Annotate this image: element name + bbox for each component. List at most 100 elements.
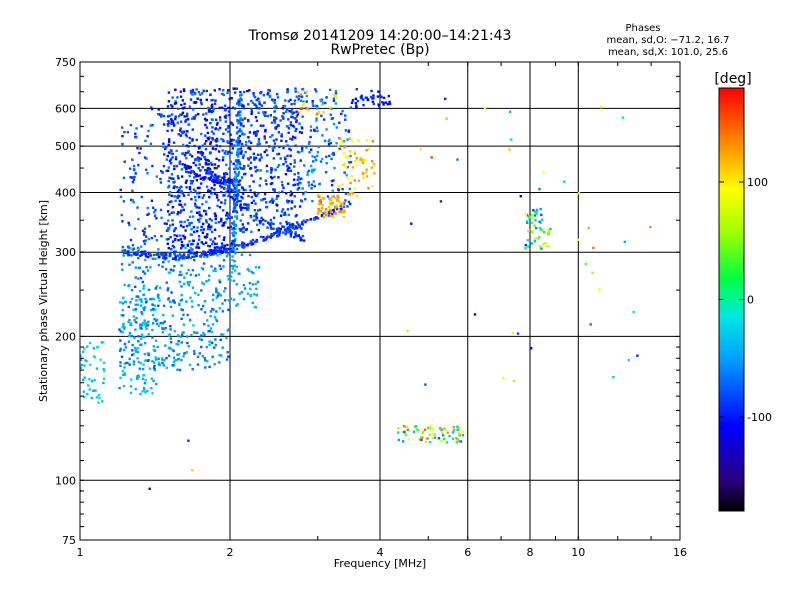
data-point xyxy=(161,171,164,174)
data-point xyxy=(333,166,336,170)
data-point xyxy=(86,392,89,396)
data-point xyxy=(225,358,229,361)
data-point xyxy=(190,243,193,246)
data-point xyxy=(180,285,183,288)
data-point xyxy=(121,135,124,138)
data-point xyxy=(233,206,237,209)
data-point xyxy=(162,252,166,256)
data-point xyxy=(217,165,220,168)
data-point xyxy=(301,149,304,153)
data-point xyxy=(155,319,158,322)
data-point xyxy=(301,234,305,238)
y-tick-label: 500 xyxy=(55,140,76,153)
data-point xyxy=(327,214,331,217)
data-point xyxy=(127,253,130,256)
data-point xyxy=(229,225,233,228)
data-point xyxy=(188,166,191,169)
data-point xyxy=(174,100,177,103)
data-point xyxy=(307,184,311,187)
data-point xyxy=(124,250,128,254)
data-point xyxy=(194,195,197,199)
data-point xyxy=(265,141,268,144)
data-point xyxy=(202,178,205,181)
data-point xyxy=(379,94,382,97)
data-point xyxy=(531,230,534,233)
data-point xyxy=(206,169,209,172)
data-point xyxy=(181,255,184,258)
data-point xyxy=(252,94,256,97)
data-point xyxy=(325,155,328,158)
data-point xyxy=(88,388,91,391)
data-point xyxy=(323,139,327,143)
data-point xyxy=(218,175,221,178)
data-point xyxy=(147,353,150,357)
data-point xyxy=(281,225,284,228)
x-tick-label: 2 xyxy=(227,546,234,559)
data-point xyxy=(143,250,147,253)
data-point xyxy=(169,268,173,271)
data-point xyxy=(219,338,222,341)
data-point xyxy=(205,172,208,175)
data-point xyxy=(173,234,176,237)
data-point xyxy=(206,233,209,236)
data-point xyxy=(90,396,93,400)
data-point xyxy=(211,145,215,148)
data-point xyxy=(156,295,160,298)
data-point xyxy=(185,115,189,118)
data-point xyxy=(120,314,123,317)
data-point xyxy=(230,97,233,100)
data-point xyxy=(220,190,223,194)
data-point xyxy=(133,319,136,322)
data-point xyxy=(332,210,336,214)
data-point xyxy=(285,192,288,195)
data-point xyxy=(241,244,245,247)
data-point xyxy=(167,138,171,141)
data-point xyxy=(155,239,159,242)
data-point xyxy=(151,257,154,260)
data-point xyxy=(252,152,255,155)
data-point xyxy=(171,206,175,209)
data-point xyxy=(153,304,156,307)
data-point xyxy=(143,321,147,324)
data-point xyxy=(121,268,124,271)
data-point xyxy=(203,253,207,256)
data-point xyxy=(255,293,258,296)
data-point xyxy=(180,298,183,301)
data-point xyxy=(243,117,247,120)
data-point xyxy=(102,341,105,344)
data-point xyxy=(148,225,151,228)
data-point xyxy=(122,322,125,326)
data-point xyxy=(205,118,209,122)
data-point xyxy=(309,129,313,132)
data-point xyxy=(348,161,351,164)
data-point xyxy=(204,134,207,137)
data-point xyxy=(239,94,242,97)
data-point xyxy=(213,102,217,105)
data-point xyxy=(201,281,204,284)
data-point xyxy=(122,200,126,203)
data-point xyxy=(228,215,231,219)
data-point xyxy=(259,91,262,95)
data-point xyxy=(250,124,253,127)
data-point xyxy=(188,224,191,227)
data-point xyxy=(332,97,336,100)
data-point xyxy=(275,227,279,230)
data-point xyxy=(217,179,220,183)
data-point xyxy=(165,256,168,260)
data-point xyxy=(195,138,198,142)
data-point xyxy=(290,108,294,112)
data-point xyxy=(144,391,147,394)
data-point xyxy=(143,230,146,234)
data-point xyxy=(202,222,205,226)
data-point xyxy=(227,278,230,281)
data-point xyxy=(188,186,192,189)
data-point xyxy=(237,137,240,140)
data-point xyxy=(138,367,141,370)
data-point xyxy=(233,201,236,205)
data-point xyxy=(102,381,105,385)
data-point xyxy=(289,121,293,124)
data-point xyxy=(142,252,146,255)
data-point xyxy=(209,141,213,144)
data-point xyxy=(220,250,223,253)
data-point xyxy=(289,123,292,127)
